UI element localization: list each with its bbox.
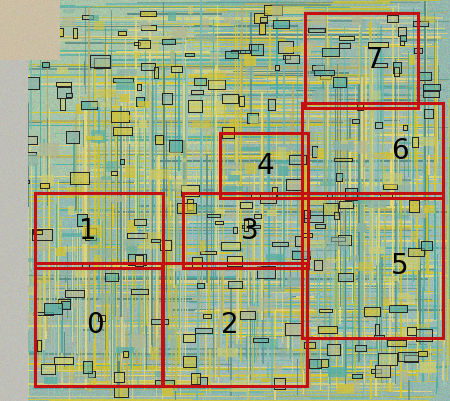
Bar <box>302 193 443 338</box>
Text: 2: 2 <box>221 311 239 339</box>
Bar <box>183 193 308 268</box>
Text: 3: 3 <box>241 217 259 245</box>
Text: 5: 5 <box>391 252 409 280</box>
Text: 1: 1 <box>79 217 97 245</box>
Text: 4: 4 <box>256 152 274 180</box>
Bar <box>302 103 443 198</box>
Text: 7: 7 <box>366 46 384 74</box>
Text: 6: 6 <box>391 137 409 165</box>
Bar <box>305 13 418 108</box>
Bar <box>35 193 163 268</box>
Bar <box>220 133 308 198</box>
Bar <box>35 263 162 386</box>
Text: 0: 0 <box>86 311 104 339</box>
Bar <box>163 263 307 386</box>
